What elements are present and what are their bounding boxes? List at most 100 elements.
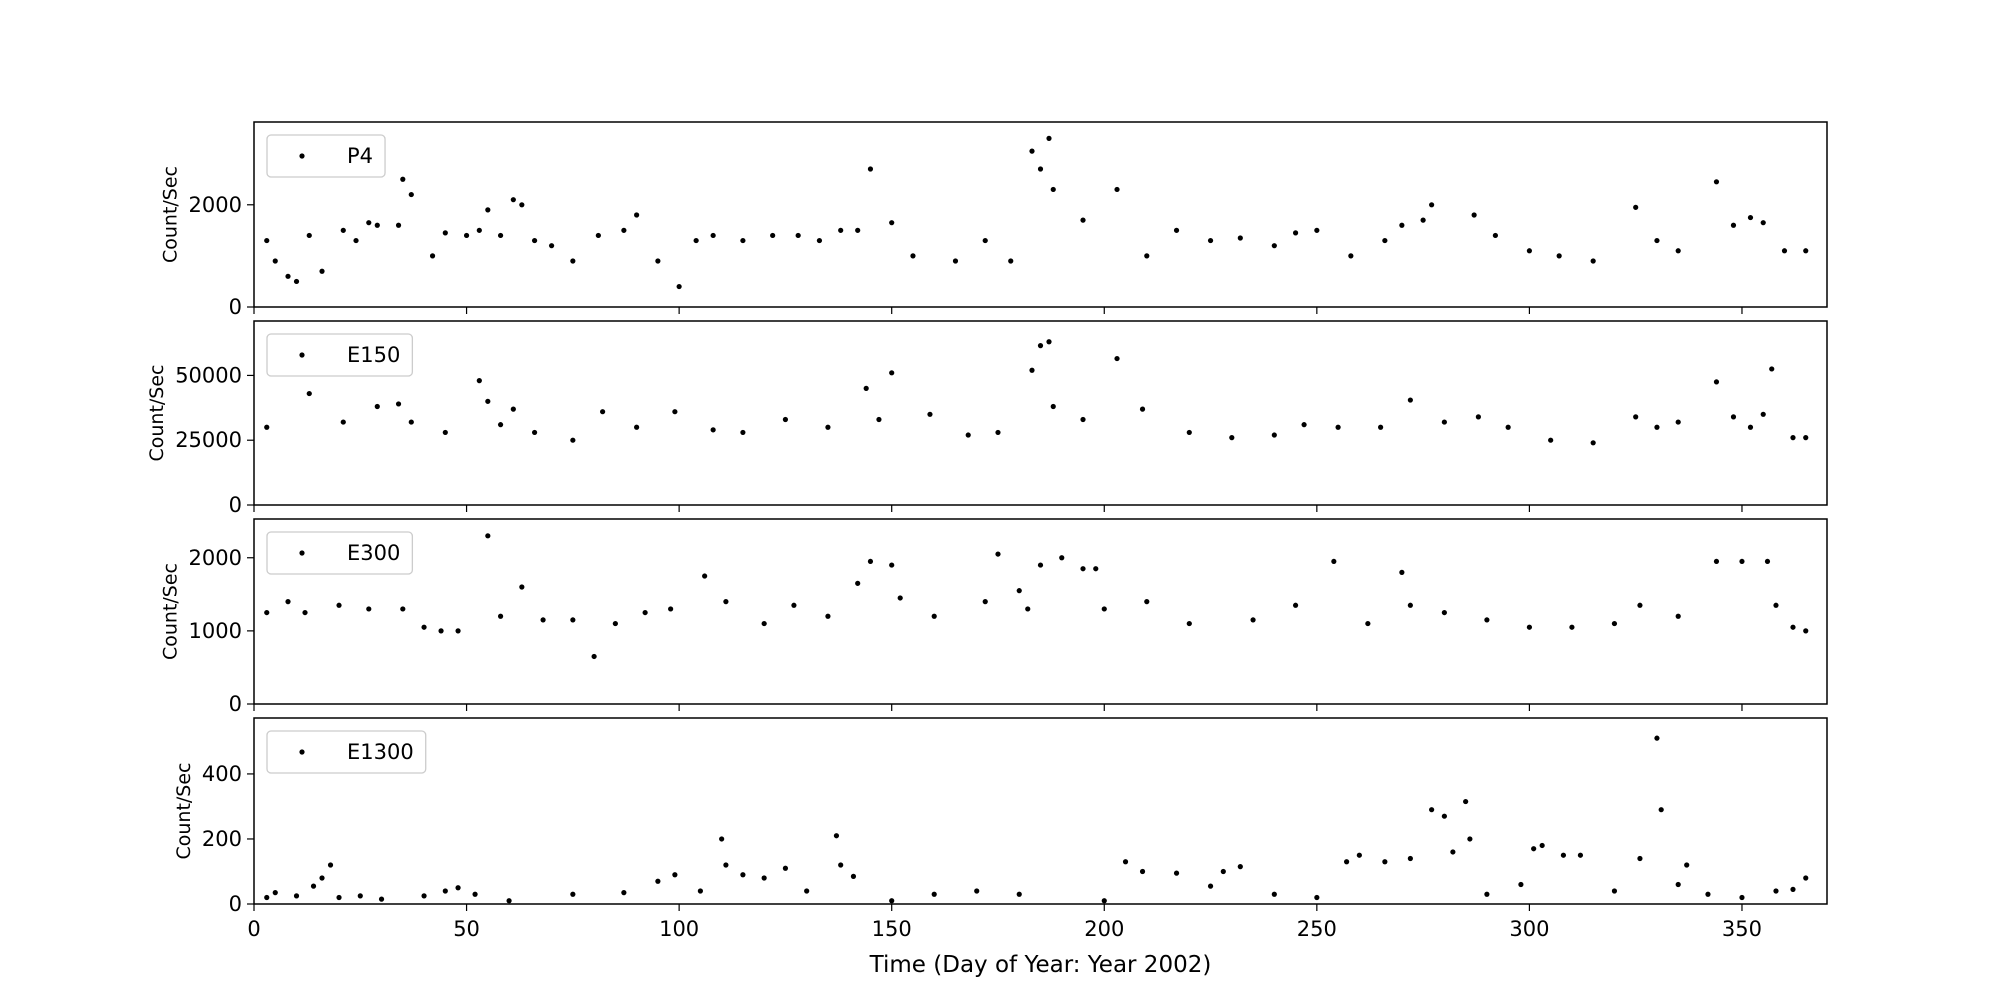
data-point [1331, 558, 1337, 565]
data-point [1173, 870, 1180, 876]
data-point [642, 609, 648, 616]
data-point [952, 258, 959, 264]
data-point [1335, 424, 1341, 430]
data-point [408, 191, 414, 198]
x-tick-label: 150 [872, 917, 912, 941]
data-point [353, 237, 359, 244]
data-point [1556, 253, 1562, 259]
data-point [302, 609, 308, 616]
data-point [1781, 248, 1788, 254]
legend-box [266, 134, 386, 178]
data-point [374, 222, 380, 228]
data-point [1539, 842, 1545, 849]
legend-marker [299, 749, 305, 755]
data-point [1637, 855, 1643, 862]
data-point [1577, 852, 1584, 858]
data-point [710, 427, 716, 433]
data-point [672, 872, 678, 878]
data-point [1237, 235, 1243, 241]
data-point [1348, 253, 1354, 259]
data-point [1713, 179, 1720, 185]
panel: 0 2000 Count/Sec P4 [160, 121, 1828, 319]
data-point [995, 429, 1001, 436]
data-point [910, 253, 916, 259]
data-point [982, 237, 988, 244]
data-point [285, 599, 291, 605]
data-point [693, 237, 699, 244]
data-point [285, 273, 291, 279]
y-tick-label: 0 [229, 692, 242, 716]
data-point [1518, 881, 1524, 888]
data-point [395, 401, 402, 407]
data-point [1747, 214, 1754, 221]
legend: E150 [266, 333, 414, 377]
data-point [408, 419, 414, 425]
data-point [867, 166, 874, 172]
data-point [791, 602, 797, 608]
data-point [1467, 836, 1473, 842]
data-point [1207, 237, 1214, 244]
data-point [825, 613, 831, 619]
data-point [1050, 403, 1056, 410]
data-point [702, 573, 708, 579]
legend-marker [299, 550, 305, 556]
data-point [336, 602, 342, 608]
data-point [668, 606, 674, 612]
data-point [1654, 424, 1660, 430]
data-point [497, 613, 504, 619]
data-point [570, 891, 576, 897]
data-point [740, 237, 746, 244]
data-point [889, 562, 895, 568]
panel: 0 25000 50000 Count/Sec E150 [146, 320, 1828, 517]
data-point [1016, 891, 1022, 897]
data-point [306, 390, 312, 397]
data-point [621, 227, 627, 233]
data-point [1675, 881, 1681, 888]
data-point [710, 232, 716, 239]
data-point [264, 424, 270, 430]
data-point [1675, 248, 1681, 254]
data-point [1080, 217, 1086, 223]
data-point [1739, 558, 1745, 565]
data-point [1271, 891, 1277, 897]
data-point [897, 595, 903, 601]
data-point [1114, 186, 1120, 193]
data-point [1713, 379, 1720, 385]
data-point [974, 888, 980, 894]
data-point [1633, 414, 1639, 420]
data-point [927, 411, 933, 417]
x-tick-label: 50 [453, 917, 480, 941]
data-point [1382, 237, 1388, 244]
data-point [634, 212, 640, 218]
data-point [1046, 339, 1052, 345]
data-point [1760, 220, 1766, 226]
data-point [1382, 859, 1388, 865]
data-point [804, 888, 810, 894]
data-point [497, 232, 504, 239]
data-point [1463, 798, 1469, 805]
data-point [655, 258, 661, 264]
data-point [1475, 414, 1481, 420]
data-point [1492, 232, 1498, 239]
data-point [485, 398, 491, 404]
data-point [1080, 416, 1086, 423]
data-point [1144, 599, 1150, 605]
data-point [1531, 846, 1537, 852]
data-point [1790, 435, 1796, 441]
data-point [655, 878, 661, 884]
data-point [1025, 606, 1031, 612]
data-point [264, 237, 270, 244]
data-point [421, 893, 427, 899]
plot-frame [253, 121, 1828, 308]
data-point [442, 888, 448, 894]
data-point [838, 227, 844, 233]
data-point [510, 197, 516, 203]
y-axis-label: Count/Sec [160, 563, 182, 660]
data-point [1343, 859, 1350, 865]
data-point [455, 885, 461, 891]
data-point [310, 883, 317, 889]
data-point [1101, 606, 1107, 612]
data-point [1250, 617, 1256, 623]
data-point [429, 253, 436, 259]
